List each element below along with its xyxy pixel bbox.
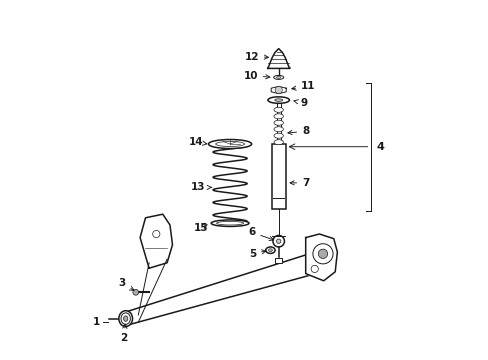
Ellipse shape: [265, 247, 275, 253]
Ellipse shape: [273, 133, 283, 138]
Ellipse shape: [276, 77, 280, 78]
Text: 4: 4: [376, 142, 384, 152]
Ellipse shape: [208, 139, 251, 148]
Polygon shape: [267, 49, 289, 68]
Circle shape: [310, 265, 318, 273]
Circle shape: [152, 230, 160, 238]
Text: 14: 14: [188, 137, 206, 147]
Circle shape: [133, 289, 139, 295]
Ellipse shape: [123, 316, 127, 321]
Ellipse shape: [273, 140, 283, 145]
Ellipse shape: [267, 97, 289, 103]
Circle shape: [276, 239, 280, 243]
Text: 8: 8: [287, 126, 309, 136]
Ellipse shape: [121, 313, 130, 324]
Text: 5: 5: [248, 249, 265, 259]
Text: 7: 7: [289, 178, 309, 188]
Ellipse shape: [274, 99, 282, 101]
Text: 10: 10: [243, 71, 269, 81]
Text: 12: 12: [244, 51, 268, 62]
Polygon shape: [305, 234, 337, 281]
Ellipse shape: [268, 249, 272, 252]
Text: 11: 11: [291, 81, 315, 91]
Text: 13: 13: [191, 183, 211, 192]
Ellipse shape: [215, 141, 244, 147]
Ellipse shape: [273, 107, 283, 112]
Ellipse shape: [211, 220, 248, 226]
Ellipse shape: [273, 127, 283, 132]
Circle shape: [275, 86, 282, 94]
Ellipse shape: [273, 114, 283, 119]
Circle shape: [312, 244, 332, 264]
Polygon shape: [271, 86, 285, 94]
Text: 9: 9: [293, 98, 307, 108]
Ellipse shape: [273, 120, 283, 125]
Text: 6: 6: [247, 227, 273, 240]
Ellipse shape: [119, 311, 132, 327]
Polygon shape: [140, 214, 172, 268]
Ellipse shape: [273, 75, 283, 79]
Text: 3: 3: [118, 278, 134, 291]
Bar: [275, 258, 282, 263]
Ellipse shape: [216, 221, 243, 225]
Circle shape: [318, 249, 327, 258]
Text: 1: 1: [93, 317, 101, 327]
Text: 2: 2: [120, 324, 127, 343]
Circle shape: [272, 235, 284, 247]
Bar: [276, 97, 280, 144]
Bar: [271, 144, 285, 209]
Text: 15: 15: [194, 222, 208, 233]
